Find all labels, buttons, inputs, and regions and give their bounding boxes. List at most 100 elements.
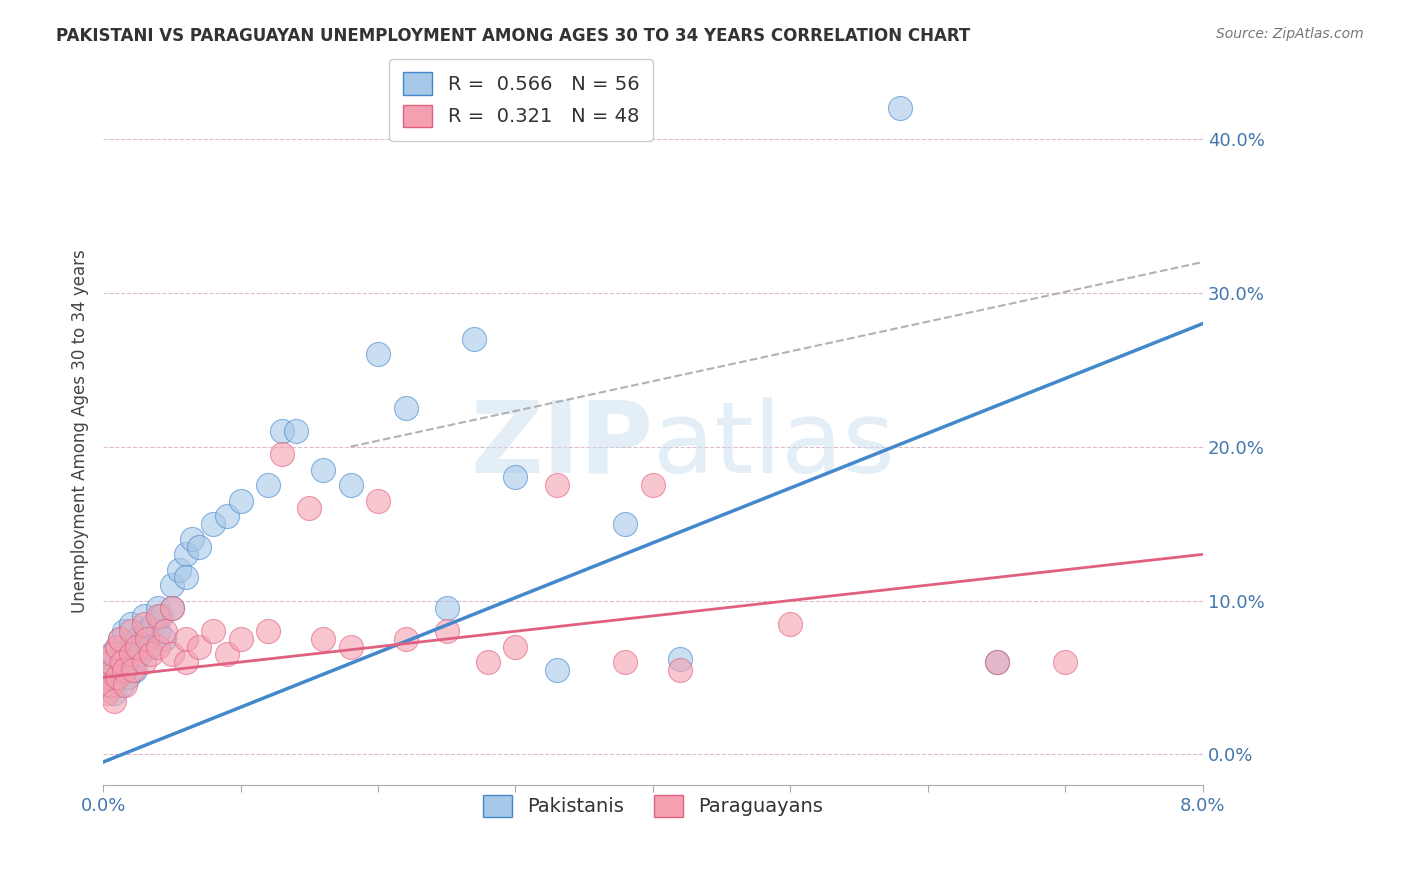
Paraguayans: [105, 670, 128, 684]
Pakistanis: [108, 632, 131, 646]
Paraguayans: [339, 640, 361, 654]
Paraguayans: [257, 624, 280, 639]
Pakistanis: [134, 608, 156, 623]
Paraguayans: [986, 655, 1008, 669]
Pakistanis: [889, 101, 911, 115]
Pakistanis: [112, 624, 135, 639]
Paraguayans: [120, 624, 142, 639]
Paraguayans: [136, 632, 159, 646]
Paraguayans: [1054, 655, 1077, 669]
Paraguayans: [105, 640, 128, 654]
Pakistanis: [546, 663, 568, 677]
Paraguayans: [114, 678, 136, 692]
Paraguayans: [669, 663, 692, 677]
Paraguayans: [215, 648, 238, 662]
Pakistanis: [669, 652, 692, 666]
Pakistanis: [436, 601, 458, 615]
Pakistanis: [117, 670, 139, 684]
Paraguayans: [160, 601, 183, 615]
Paraguayans: [160, 648, 183, 662]
Pakistanis: [614, 516, 637, 531]
Paraguayans: [298, 501, 321, 516]
Paraguayans: [127, 640, 149, 654]
Pakistanis: [97, 655, 120, 669]
Pakistanis: [127, 632, 149, 646]
Text: ZIP: ZIP: [470, 397, 652, 494]
Pakistanis: [270, 424, 292, 438]
Pakistanis: [312, 463, 335, 477]
Pakistanis: [174, 547, 197, 561]
Pakistanis: [202, 516, 225, 531]
Text: atlas: atlas: [652, 397, 894, 494]
Text: PAKISTANI VS PARAGUAYAN UNEMPLOYMENT AMONG AGES 30 TO 34 YEARS CORRELATION CHART: PAKISTANI VS PARAGUAYAN UNEMPLOYMENT AMO…: [56, 27, 970, 45]
Pakistanis: [94, 663, 117, 677]
Pakistanis: [122, 655, 145, 669]
Pakistanis: [367, 347, 389, 361]
Paraguayans: [229, 632, 252, 646]
Paraguayans: [546, 478, 568, 492]
Paraguayans: [477, 655, 499, 669]
Pakistanis: [986, 655, 1008, 669]
Paraguayans: [103, 693, 125, 707]
Pakistanis: [105, 640, 128, 654]
Paraguayans: [394, 632, 416, 646]
Pakistanis: [188, 540, 211, 554]
Pakistanis: [215, 508, 238, 523]
Paraguayans: [112, 663, 135, 677]
Paraguayans: [174, 655, 197, 669]
Pakistanis: [110, 655, 132, 669]
Pakistanis: [101, 663, 124, 677]
Pakistanis: [142, 616, 165, 631]
Paraguayans: [134, 616, 156, 631]
Pakistanis: [174, 570, 197, 584]
Paraguayans: [153, 624, 176, 639]
Paraguayans: [146, 640, 169, 654]
Pakistanis: [339, 478, 361, 492]
Paraguayans: [120, 648, 142, 662]
Y-axis label: Unemployment Among Ages 30 to 34 years: Unemployment Among Ages 30 to 34 years: [72, 250, 89, 613]
Pakistanis: [120, 640, 142, 654]
Paraguayans: [202, 624, 225, 639]
Paraguayans: [270, 447, 292, 461]
Pakistanis: [98, 678, 121, 692]
Pakistanis: [129, 648, 152, 662]
Pakistanis: [115, 663, 138, 677]
Pakistanis: [181, 532, 204, 546]
Paraguayans: [94, 670, 117, 684]
Pakistanis: [100, 648, 122, 662]
Pakistanis: [103, 686, 125, 700]
Paraguayans: [122, 663, 145, 677]
Text: Source: ZipAtlas.com: Source: ZipAtlas.com: [1216, 27, 1364, 41]
Pakistanis: [152, 632, 174, 646]
Pakistanis: [394, 401, 416, 416]
Pakistanis: [120, 616, 142, 631]
Pakistanis: [160, 601, 183, 615]
Paraguayans: [367, 493, 389, 508]
Paraguayans: [108, 632, 131, 646]
Paraguayans: [779, 616, 801, 631]
Pakistanis: [160, 578, 183, 592]
Paraguayans: [436, 624, 458, 639]
Paraguayans: [98, 655, 121, 669]
Pakistanis: [96, 670, 118, 684]
Paraguayans: [134, 655, 156, 669]
Pakistanis: [105, 670, 128, 684]
Paraguayans: [312, 632, 335, 646]
Pakistanis: [167, 563, 190, 577]
Pakistanis: [505, 470, 527, 484]
Paraguayans: [188, 640, 211, 654]
Pakistanis: [146, 624, 169, 639]
Paraguayans: [146, 608, 169, 623]
Pakistanis: [114, 648, 136, 662]
Pakistanis: [111, 678, 134, 692]
Paraguayans: [505, 640, 527, 654]
Paraguayans: [641, 478, 664, 492]
Paraguayans: [614, 655, 637, 669]
Legend: Pakistanis, Paraguayans: Pakistanis, Paraguayans: [475, 787, 831, 825]
Pakistanis: [257, 478, 280, 492]
Pakistanis: [149, 608, 172, 623]
Pakistanis: [463, 332, 485, 346]
Paraguayans: [111, 655, 134, 669]
Paraguayans: [100, 678, 122, 692]
Pakistanis: [124, 663, 146, 677]
